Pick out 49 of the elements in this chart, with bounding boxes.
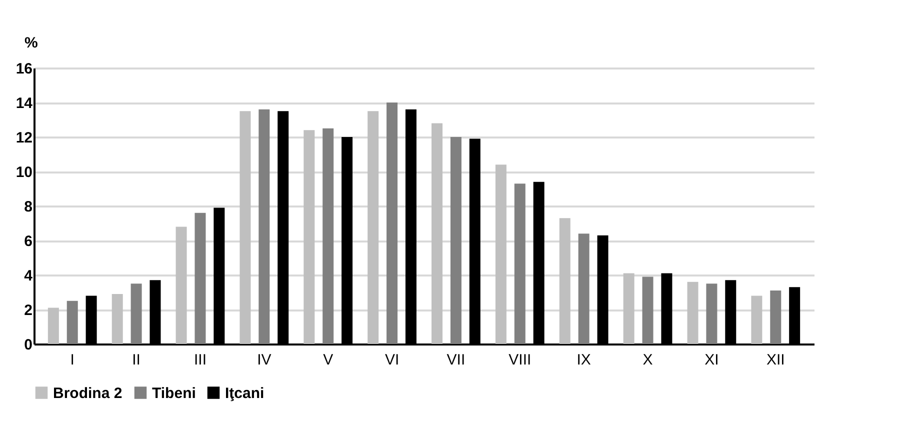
y-tick-label: 12 [16,130,32,146]
bar [559,218,570,344]
bar [623,273,634,344]
x-tick-label: III [194,352,206,368]
legend-label: Brodina 2 [53,384,122,402]
bar [48,308,59,344]
x-tick-label: VI [384,352,400,368]
bar [514,184,526,344]
x-tick-label: V [323,352,334,368]
y-tick-label: 4 [24,268,34,284]
bar [66,300,78,344]
bar [322,128,334,344]
bar [176,226,187,344]
bar [386,102,398,344]
bar [130,284,142,344]
bar [751,296,762,344]
y-tick-label: 8 [24,198,32,216]
legend-label: Tibeni [152,384,196,402]
bar [194,212,206,344]
x-tick-label: VII [446,352,466,368]
x-tick-label: II [132,352,140,368]
bar [240,111,251,344]
bar [578,234,590,344]
bar [304,130,315,344]
x-tick-label: X [642,352,653,368]
y-tick-label: 14 [16,95,34,112]
bar [687,282,698,344]
x-tick-label: IX [576,352,591,368]
y-tick-label: 2 [24,302,32,319]
y-tick-label: 10 [16,164,32,181]
y-tick-label: 0 [24,336,32,354]
legend-label: Iţcani [225,384,264,402]
x-tick-label: XII [766,352,785,368]
bar [706,284,718,344]
x-tick-label: VIII [508,352,532,368]
bar [770,290,782,344]
bar [450,137,462,344]
x-tick-label: I [70,352,74,368]
bar [495,164,506,344]
bar [432,123,443,344]
y-tick-label: 16 [16,60,32,78]
x-tick-label: IV [257,352,272,368]
bar [112,294,123,344]
bar [368,111,379,344]
y-tick-label: 6 [24,233,32,250]
bar [258,109,270,344]
bar [642,276,654,344]
x-tick-label: XI [704,352,719,368]
y-axis-title: % [24,34,38,52]
